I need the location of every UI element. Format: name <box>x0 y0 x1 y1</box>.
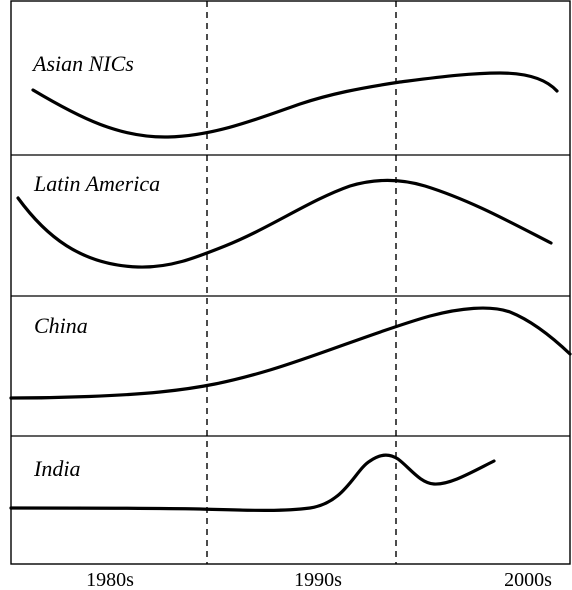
diagram-frame <box>10 0 571 565</box>
curve-latin-america <box>16 178 553 269</box>
curve-china <box>9 306 572 400</box>
x-tick-1990s: 1990s <box>294 569 342 590</box>
panel-label-china: China <box>34 313 88 338</box>
curve-india <box>9 453 496 512</box>
panel-label-latin-america: Latin America <box>33 171 160 196</box>
curve-asian-nics <box>31 71 559 139</box>
x-tick-2000s: 2000s <box>504 569 552 590</box>
x-tick-1980s: 1980s <box>86 569 134 590</box>
panel-label-india: India <box>33 456 80 481</box>
panel-label-asian-nics: Asian NICs <box>31 51 134 76</box>
